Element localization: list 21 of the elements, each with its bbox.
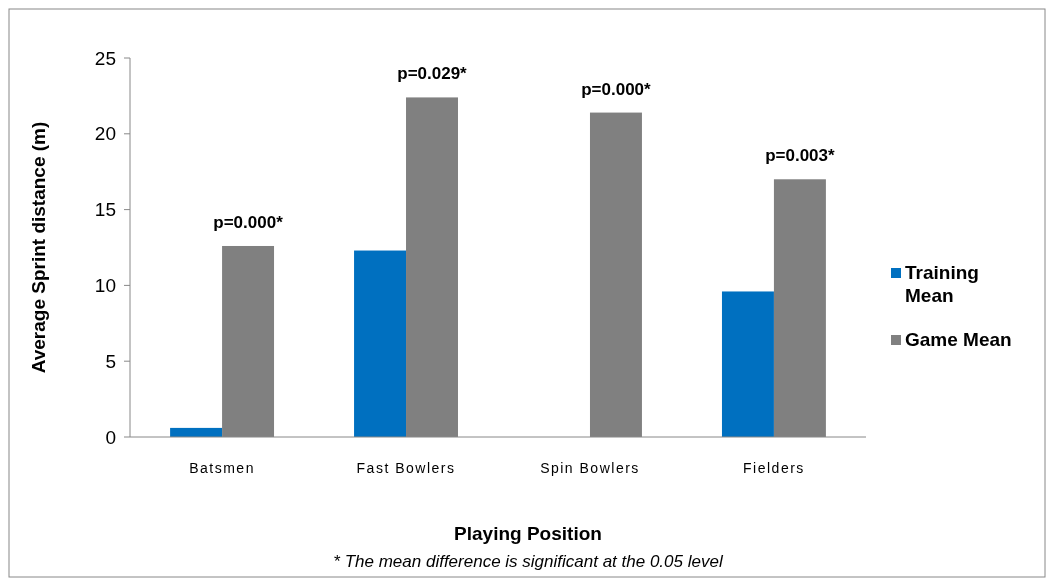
y-tick-label: 10 bbox=[94, 275, 116, 297]
x-axis-title: Playing Position bbox=[454, 523, 602, 544]
annotation: p=0.003* bbox=[765, 146, 836, 166]
x-tick-label: Fast Bowlers bbox=[356, 460, 456, 476]
y-tick-label: 5 bbox=[105, 350, 116, 372]
annotation: p=0.000* bbox=[213, 212, 284, 232]
y-tick-label: 0 bbox=[105, 426, 116, 448]
legend-label: Game Mean bbox=[905, 329, 1012, 350]
legend-label: Training Mean bbox=[905, 262, 979, 306]
x-tick-label: Batsmen bbox=[189, 460, 255, 476]
annotation: p=0.029* bbox=[397, 64, 468, 84]
y-tick-label: 25 bbox=[94, 47, 116, 69]
y-tick-label: 20 bbox=[94, 123, 116, 145]
y-tick-label: 15 bbox=[94, 199, 116, 221]
bar bbox=[721, 291, 774, 437]
bar bbox=[354, 250, 407, 437]
x-tick-label: Spin Bowlers bbox=[540, 460, 640, 476]
annotation: p=0.000* bbox=[581, 79, 652, 99]
y-axis-title: Average Sprint distance (m) bbox=[28, 121, 49, 374]
text: * The mean difference is significant at the 0.05 level bbox=[333, 552, 724, 571]
x-tick-label: Fielders bbox=[743, 460, 805, 476]
